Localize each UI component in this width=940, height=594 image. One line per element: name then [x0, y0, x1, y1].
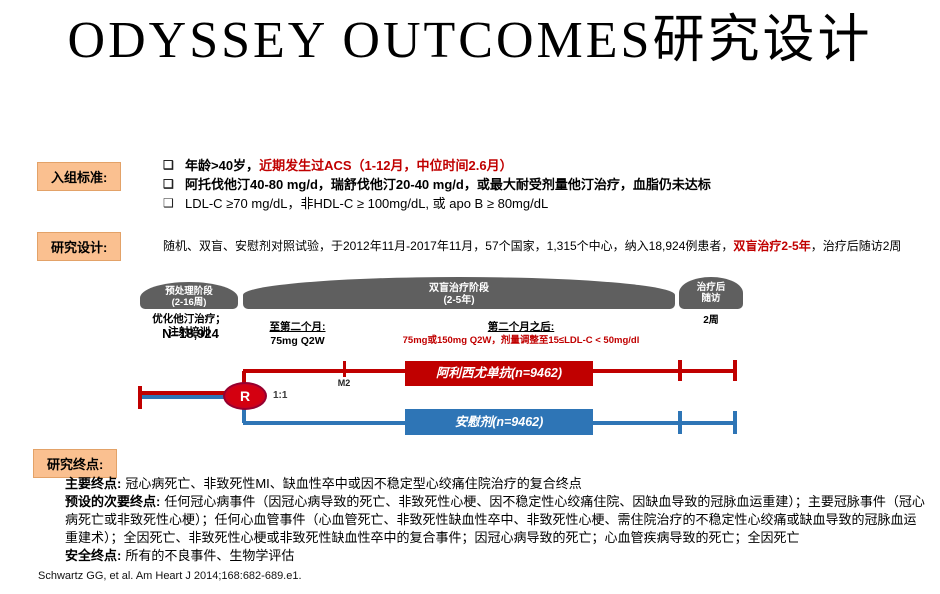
month2-label: M2 [337, 378, 351, 388]
phase-double-blind-box: 双盲治疗阶段 (2-5年) [243, 277, 675, 309]
alirocumab-arm-end-cap [733, 360, 737, 381]
placebo-arm-end-cap [733, 411, 737, 434]
statin-note-line2: 注射培训 [168, 326, 210, 338]
statin-optimization-note: 优化他汀治疗； 注射培训 [138, 313, 240, 339]
page-title: ODYSSEY OUTCOMES研究设计 [67, 12, 873, 69]
design-label: 研究设计: [37, 232, 122, 261]
criteria-item-statin: ❑ 阿托伐他汀40-80 mg/d，瑞舒伐他汀20-40 mg/d，或最大耐受剂… [163, 175, 928, 194]
criteria-item-lipids: ❑ LDL-C ≥70 mg/dL，非HDL-C ≥ 100mg/dL, 或 a… [163, 194, 928, 213]
n-enrolled: N=18,924 [162, 326, 219, 341]
criteria-label: 入组标准: [37, 162, 122, 191]
randomization-ratio: 1:1 [273, 390, 288, 401]
timeline-red-entry-line [140, 391, 232, 395]
dose-first-two-months: 至第二个月: 75mg Q2W [250, 320, 345, 348]
criteria-acs-text: 近期发生过ACS（1-12月，中位时间2.6月） [259, 158, 513, 173]
blue-branch-connector [242, 407, 246, 423]
followup-duration: 2周 [703, 315, 719, 326]
placebo-arm-tick [678, 411, 682, 434]
alirocumab-arm-tick [678, 360, 682, 381]
design-text-after: ，治疗后随访2周 [810, 239, 902, 253]
primary-endpoint-text: 冠心病死亡、非致死性MI、缺血性卒中或因不稳定型心绞痛住院治疗的复合终点 [125, 476, 582, 491]
safety-endpoint-label: 安全终点: [65, 548, 122, 563]
phase-double-blind-duration: (2-5年) [443, 295, 475, 306]
randomization-circle: R [223, 382, 267, 410]
placebo-arm-box: 安慰剂(n=9462) [405, 409, 593, 435]
timeline-start-cap [138, 386, 142, 409]
phase-pretreatment-box: 预处理阶段 (2-16周) [140, 282, 238, 309]
endpoints-block: 主要终点: 冠心病死亡、非致死性MI、缺血性卒中或因不稳定型心绞痛住院治疗的复合终… [65, 475, 929, 565]
statin-note-line1: 优化他汀治疗； [152, 313, 226, 325]
phase-followup-title-line1: 治疗后 [696, 282, 726, 293]
dose2-title: 第二个月之后: [487, 321, 555, 333]
dose2-value: 75mg或150mg Q2W，剂量调整至15≤LDL-C < 50mg/dl [402, 335, 640, 346]
endpoints-label: 研究终点: [33, 449, 118, 478]
phase-pretreatment-duration: (2-16周) [171, 297, 207, 308]
design-text-duration: 双盲治疗2-5年 [733, 239, 811, 253]
criteria-statin-text: 阿托伐他汀40-80 mg/d，瑞舒伐他汀20-40 mg/d，或最大耐受剂量他… [185, 177, 711, 192]
criteria-list: ❑ 年龄>40岁，近期发生过ACS（1-12月，中位时间2.6月） ❑ 阿托伐他… [163, 156, 928, 213]
phase-followup-title-line2: 随访 [701, 293, 721, 304]
month2-tick [343, 361, 346, 377]
criteria-item-age: ❑ 年龄>40岁，近期发生过ACS（1-12月，中位时间2.6月） [163, 156, 928, 175]
phase-followup-box: 治疗后 随访 [679, 277, 743, 309]
design-text: 随机、双盲、安慰剂对照试验，于2012年11月-2017年11月，57个国家，1… [163, 238, 933, 254]
dose1-value: 75mg Q2W [270, 335, 325, 347]
safety-endpoint-text: 所有的不良事件、生物学评估 [125, 548, 295, 563]
checkbox-bullet-icon: ❑ [163, 196, 174, 210]
checkbox-bullet-icon: ❑ [163, 158, 174, 172]
timeline-blue-entry-line [142, 395, 232, 399]
checkbox-bullet-icon: ❑ [163, 177, 174, 191]
primary-endpoint-label: 主要终点: [65, 476, 122, 491]
secondary-endpoint-label: 预设的次要终点: [65, 494, 161, 509]
red-branch-connector [242, 371, 246, 386]
secondary-endpoint: 预设的次要终点: 任何冠心病事件（因冠心病导致的死亡、非致死性心梗、因不稳定性心绞… [65, 493, 929, 547]
dose1-title: 至第二个月: [269, 321, 326, 333]
criteria-lipids-text: LDL-C ≥70 mg/dL，非HDL-C ≥ 100mg/dL, 或 apo… [185, 196, 549, 211]
criteria-age-text: 年龄>40岁， [185, 158, 260, 173]
design-text-before: 随机、双盲、安慰剂对照试验，于2012年11月-2017年11月，57个国家，1… [163, 239, 734, 253]
citation: Schwartz GG, et al. Am Heart J 2014;168:… [38, 570, 302, 582]
alirocumab-arm-box: 阿利西尤单抗(n=9462) [405, 361, 593, 386]
primary-endpoint: 主要终点: 冠心病死亡、非致死性MI、缺血性卒中或因不稳定型心绞痛住院治疗的复合终… [65, 475, 929, 493]
phase-double-blind-title: 双盲治疗阶段 [429, 283, 489, 294]
dose-after-month2: 第二个月之后: 75mg或150mg Q2W，剂量调整至15≤LDL-C < 5… [398, 320, 644, 348]
secondary-endpoint-text: 任何冠心病事件（因冠心病导致的死亡、非致死性心梗、因不稳定性心绞痛住院、因缺血导… [65, 494, 925, 545]
phase-pretreatment-title: 预处理阶段 [165, 286, 213, 297]
safety-endpoint: 安全终点: 所有的不良事件、生物学评估 [65, 547, 929, 565]
